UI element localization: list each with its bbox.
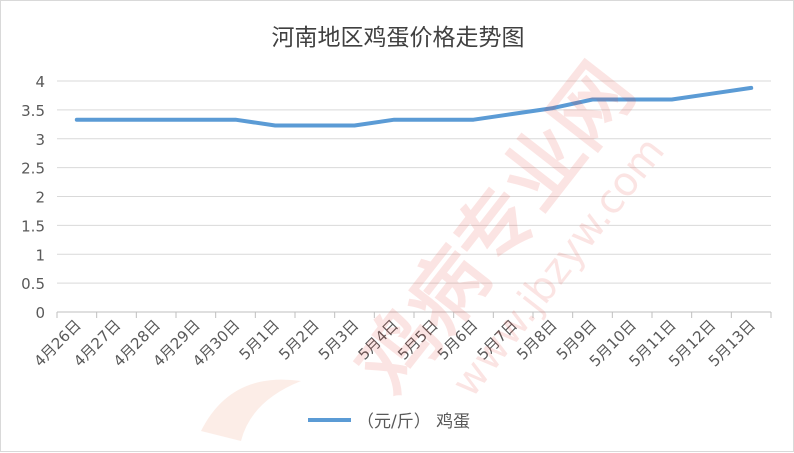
series-layer <box>74 85 754 128</box>
y-tick-label: 3 <box>35 131 45 149</box>
y-axis-ticks: 0 0.5 1 1.5 2 2.5 3 3.5 4 <box>21 73 45 322</box>
y-tick-label: 2 <box>35 189 45 207</box>
x-tick-label: 5月8日 <box>513 316 560 363</box>
x-tick-label: 5月4日 <box>355 316 402 363</box>
x-tick-label: 5月1日 <box>236 316 283 363</box>
y-tick-label: 1 <box>35 246 45 264</box>
x-tick-label: 5月6日 <box>434 316 481 363</box>
y-tick-label: 0.5 <box>21 275 45 293</box>
y-tick-label: 2.5 <box>21 160 45 178</box>
x-tick-label: 5月2日 <box>275 316 322 363</box>
y-tick-label: 0 <box>35 304 45 322</box>
gridlines <box>57 80 771 313</box>
x-tick-label: 5月5日 <box>394 316 441 363</box>
y-tick-label: 1.5 <box>21 217 45 235</box>
legend: （元/斤） 鸡蛋 <box>308 412 470 432</box>
x-axis: 4月26日4月27日4月28日4月29日4月30日5月1日5月2日5月3日5月4… <box>30 312 772 370</box>
x-tick-label: 5月3日 <box>315 316 362 363</box>
y-tick-label: 3.5 <box>21 102 45 120</box>
series-line <box>74 85 754 128</box>
legend-label: （元/斤） 鸡蛋 <box>357 412 470 432</box>
x-tick-label: 5月7日 <box>474 316 521 363</box>
chart-title: 河南地区鸡蛋价格走势图 <box>272 25 525 51</box>
y-tick-label: 4 <box>35 73 45 91</box>
